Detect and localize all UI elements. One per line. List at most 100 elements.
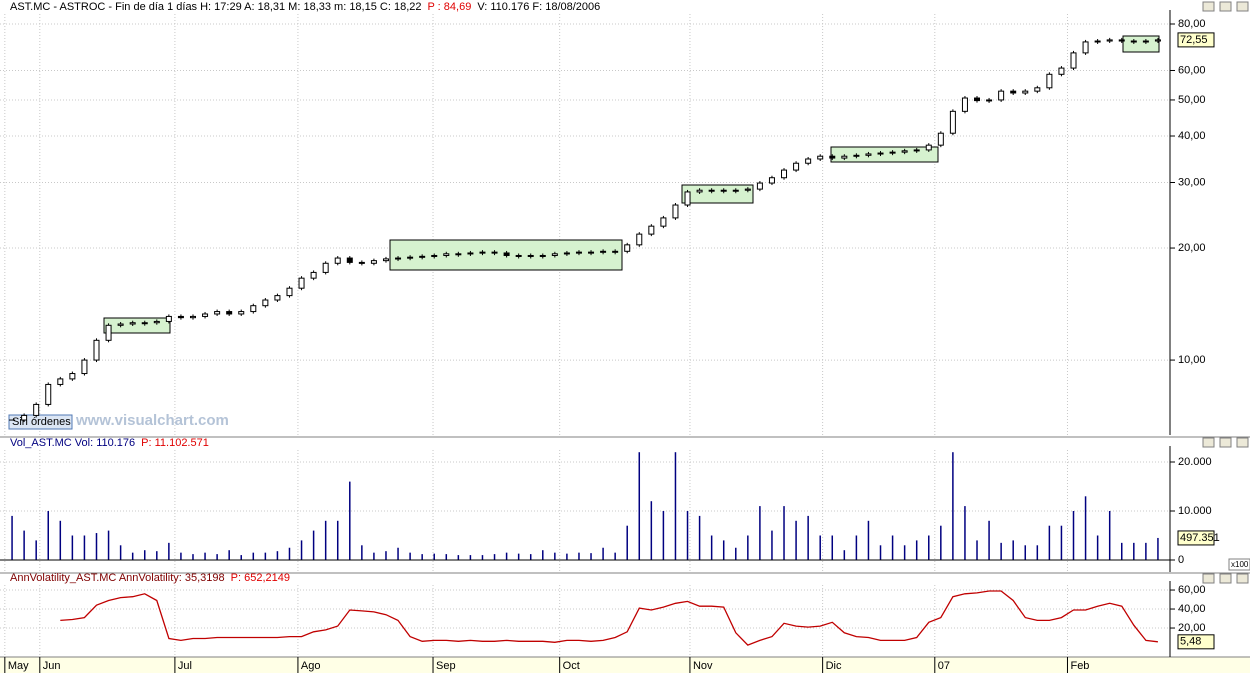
candle-body <box>744 188 751 191</box>
candle-body <box>937 132 944 146</box>
volume-bar <box>1048 525 1051 560</box>
candle-body <box>407 256 414 259</box>
x-tick-label: Jul <box>178 660 192 672</box>
volume-bar <box>300 540 303 560</box>
volume-bar <box>867 520 870 560</box>
volume-bar <box>481 555 484 560</box>
candle-body <box>491 251 498 254</box>
volume-bar <box>1000 542 1002 560</box>
candle-body <box>165 315 172 322</box>
candle-body <box>901 150 908 153</box>
range-box <box>830 146 939 163</box>
candle-body <box>1010 90 1017 94</box>
y-tick-label: 10.000 <box>1178 505 1212 517</box>
candle-body <box>503 252 510 256</box>
volume-bar <box>517 553 520 560</box>
last-value-box <box>1177 32 1215 48</box>
minimize-button[interactable] <box>1202 573 1215 584</box>
orders-button-label[interactable]: Sin órdenes <box>12 416 71 428</box>
candle-body <box>1130 40 1137 43</box>
candle-body <box>551 253 558 256</box>
candle-body <box>105 324 112 341</box>
volume-bar <box>349 481 351 560</box>
x-tick-label: Sep <box>436 660 456 672</box>
close-button[interactable] <box>1236 1 1249 12</box>
volume-bar <box>445 554 448 560</box>
x-tick-label: Oct <box>563 660 580 672</box>
volume-bar <box>71 535 74 560</box>
candle-body <box>1022 90 1029 94</box>
volume-bar <box>264 552 267 560</box>
candle-body <box>455 253 462 256</box>
candle-body <box>756 182 763 190</box>
last-value-box <box>1177 634 1215 650</box>
candle-body <box>431 254 438 257</box>
header-part: P: 652,2149 <box>231 572 290 584</box>
candle-body <box>57 378 64 385</box>
y-tick-label: 30,00 <box>1178 176 1206 188</box>
volume-bar <box>843 550 846 560</box>
candle-body <box>129 322 136 325</box>
header-part: P: 11.102.571 <box>141 437 209 449</box>
maximize-button[interactable] <box>1219 437 1232 448</box>
candle-body <box>841 155 848 159</box>
volume-bar <box>433 553 435 560</box>
candle-body <box>575 251 582 254</box>
candle-body <box>1046 73 1053 89</box>
volume-bar <box>1157 537 1159 560</box>
volume-bar <box>940 525 942 560</box>
volume-bar <box>614 552 616 560</box>
candle-body <box>636 233 643 246</box>
window-buttons <box>1202 1 1249 584</box>
candle-body <box>684 191 691 206</box>
volume-bar <box>698 515 701 560</box>
candle-body <box>286 287 293 297</box>
scale-note-box <box>1228 558 1250 571</box>
candle-body <box>298 277 305 289</box>
candle-body <box>419 255 426 258</box>
minimize-button[interactable] <box>1202 1 1215 12</box>
candle-body <box>93 339 100 361</box>
volume-bar <box>252 552 255 560</box>
volume-bar <box>107 530 110 560</box>
volume-bar <box>180 552 182 560</box>
volume-bar <box>1096 535 1099 560</box>
volume-bar <box>288 547 291 560</box>
candle-body <box>202 313 209 317</box>
candle-body <box>829 155 836 159</box>
candle-body <box>45 383 52 405</box>
candle-body <box>781 169 788 179</box>
candle-body <box>189 315 196 319</box>
volume-bar <box>83 535 86 560</box>
volume-bar <box>626 525 628 560</box>
candle-body <box>998 90 1005 101</box>
pane-header: Vol_AST.MC Vol: 110.176 P: 11.102.571 <box>10 437 209 449</box>
candle-body <box>1142 40 1149 43</box>
candle-body <box>443 253 450 256</box>
x-tick-label: 07 <box>938 660 950 672</box>
date-axis-band <box>0 657 1250 673</box>
header-part: AST.MC - ASTROC - Fin de día 1 días H: 1… <box>10 1 421 13</box>
candle-body <box>358 261 365 264</box>
header-part: AnnVolatility_AST.MC AnnVolatility: 35,3… <box>10 572 225 584</box>
minimize-button[interactable] <box>1202 437 1215 448</box>
y-tick-label: 20,00 <box>1178 622 1206 634</box>
candle-body <box>1106 39 1113 42</box>
last-value-label: 497.351 <box>1180 532 1220 544</box>
maximize-button[interactable] <box>1219 1 1232 12</box>
candle-body <box>370 260 377 264</box>
volume-bar <box>783 506 785 560</box>
last-value-label: 72,55 <box>1180 34 1208 46</box>
close-button[interactable] <box>1236 573 1249 584</box>
volume-bar <box>903 545 906 560</box>
candle-body <box>624 244 631 252</box>
maximize-button[interactable] <box>1219 573 1232 584</box>
volume-bar <box>964 506 966 560</box>
volume-bar <box>747 535 749 560</box>
close-button[interactable] <box>1236 437 1249 448</box>
candle-body <box>262 299 269 307</box>
candle-body <box>1058 67 1065 75</box>
volume-bar <box>1060 525 1063 560</box>
candle-body <box>479 251 486 254</box>
